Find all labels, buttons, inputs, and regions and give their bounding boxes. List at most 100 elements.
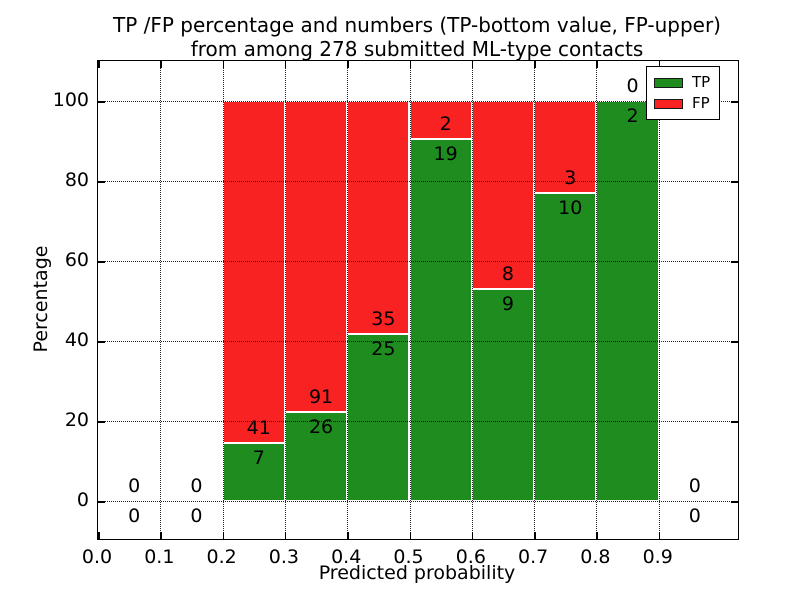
tp-count-annotation: 0: [688, 505, 701, 527]
bar-segment-fp: [347, 101, 410, 335]
fp-count-annotation: 3: [564, 167, 577, 190]
y-tick-mark: [98, 261, 105, 263]
x-tick-mark: [471, 532, 474, 539]
bar-segment-fp: [534, 101, 597, 194]
legend: TP FP: [646, 66, 721, 120]
y-tick-mark: [98, 101, 105, 103]
fp-legend-swatch: [654, 98, 683, 109]
bar-segment-tp: [347, 334, 410, 501]
y-gridline: [98, 341, 738, 342]
fp-count-annotation: 0: [626, 75, 639, 97]
x-tick-mark: [98, 532, 100, 539]
x-tick-mark-top: [471, 61, 474, 68]
tp-count-annotation: 25: [371, 338, 396, 361]
tp-count-annotation: 10: [558, 197, 583, 220]
y-tick-mark-right: [731, 261, 738, 263]
x-gridline: [284, 61, 286, 539]
x-tick-mark-top: [284, 61, 287, 68]
x-tick-label: 0.0: [81, 546, 113, 568]
fp-count-annotation: 0: [128, 475, 141, 497]
chart-title: TP /FP percentage and numbers (TP-bottom…: [97, 13, 737, 61]
y-tick-mark-right: [731, 501, 738, 503]
fp-count-annotation: 8: [501, 263, 514, 286]
x-tick-mark-top: [98, 61, 100, 68]
y-tick-label: 0: [76, 489, 89, 511]
x-gridline: [347, 61, 349, 539]
bar-segment-tp: [409, 139, 472, 501]
x-tick-label: 0.5: [393, 546, 424, 568]
tp-count-annotation: 19: [433, 143, 458, 166]
tp-count-annotation: 7: [252, 446, 265, 469]
y-tick-label: 80: [64, 169, 89, 191]
x-tick-label: 0.8: [580, 546, 611, 568]
y-tick-label: 40: [64, 329, 89, 351]
x-tick-label: 0.4: [331, 546, 362, 568]
fp-count-annotation: 91: [308, 386, 334, 409]
x-tick-mark: [160, 532, 162, 539]
bar-segment-tp: [471, 289, 535, 501]
fp-count-annotation: 0: [688, 475, 701, 497]
x-tick-mark-top: [409, 61, 411, 68]
bar-segment-tp: [534, 193, 597, 501]
y-tick-label: 60: [64, 249, 89, 271]
tp-count-annotation: 0: [190, 505, 203, 527]
tp-count-annotation: 26: [308, 416, 334, 439]
tp-legend-swatch: [654, 77, 683, 88]
x-tick-label: 0.2: [206, 546, 237, 568]
y-gridline: [98, 101, 738, 102]
x-tick-mark-top: [222, 61, 225, 68]
legend-entry: TP: [654, 72, 710, 93]
fp-count-annotation: 41: [246, 416, 271, 439]
x-tick-mark: [222, 532, 225, 539]
legend-entry-label: FP: [692, 94, 710, 112]
y-gridline: [98, 181, 738, 182]
fp-count-annotation: 0: [190, 475, 203, 497]
x-tick-label: 0.6: [455, 546, 486, 568]
x-tick-mark: [596, 532, 598, 539]
x-tick-mark: [284, 532, 287, 539]
x-gridline: [160, 61, 162, 539]
bar-segment-fp: [284, 101, 348, 413]
y-gridline: [98, 501, 738, 502]
x-tick-label: 0.3: [268, 546, 299, 568]
bar-segment-tp: [596, 101, 659, 501]
x-tick-mark: [409, 532, 411, 539]
x-tick-mark-top: [658, 61, 661, 68]
x-tick-label: 0.9: [642, 546, 673, 568]
x-tick-mark-top: [534, 61, 536, 68]
x-tick-label: 0.1: [144, 546, 175, 568]
tp-count-annotation: 9: [501, 293, 514, 316]
x-tick-label: 0.7: [517, 546, 549, 568]
x-gridline: [222, 61, 224, 539]
x-gridline: [534, 61, 536, 539]
y-gridline: [98, 261, 738, 262]
y-tick-label: 20: [64, 409, 89, 431]
fp-count-annotation: 35: [371, 308, 396, 331]
bar-segment-fp: [409, 101, 472, 140]
tp-count-annotation: 0: [128, 505, 141, 527]
x-tick-mark-top: [347, 61, 349, 68]
y-gridline: [98, 421, 738, 422]
y-tick-label: 100: [52, 89, 89, 111]
x-tick-mark-top: [596, 61, 598, 68]
x-tick-mark: [347, 532, 349, 539]
x-tick-mark: [658, 532, 661, 539]
y-tick-mark: [98, 181, 105, 183]
x-gridline: [409, 61, 411, 539]
plot-area: TP FP 0 0 0 0 41 7 91 26 35 25 2 19 8 9 3 10 0 2 0 0: [97, 60, 739, 540]
x-gridline: [471, 61, 473, 539]
bar-segment-fp: [222, 101, 285, 443]
y-tick-mark: [98, 421, 105, 423]
legend-entry: FP: [654, 93, 710, 114]
y-tick-mark: [98, 501, 105, 503]
x-gridline: [658, 61, 660, 539]
chart-title-line1: TP /FP percentage and numbers (TP-bottom…: [113, 13, 721, 37]
y-tick-mark-right: [731, 181, 738, 183]
legend-entry-label: TP: [692, 73, 711, 91]
fp-count-annotation: 2: [439, 113, 452, 136]
x-tick-mark: [534, 532, 536, 539]
bar-segment-tp: [222, 442, 285, 501]
tp-count-annotation: 2: [626, 105, 639, 127]
y-tick-mark-right: [731, 341, 738, 343]
